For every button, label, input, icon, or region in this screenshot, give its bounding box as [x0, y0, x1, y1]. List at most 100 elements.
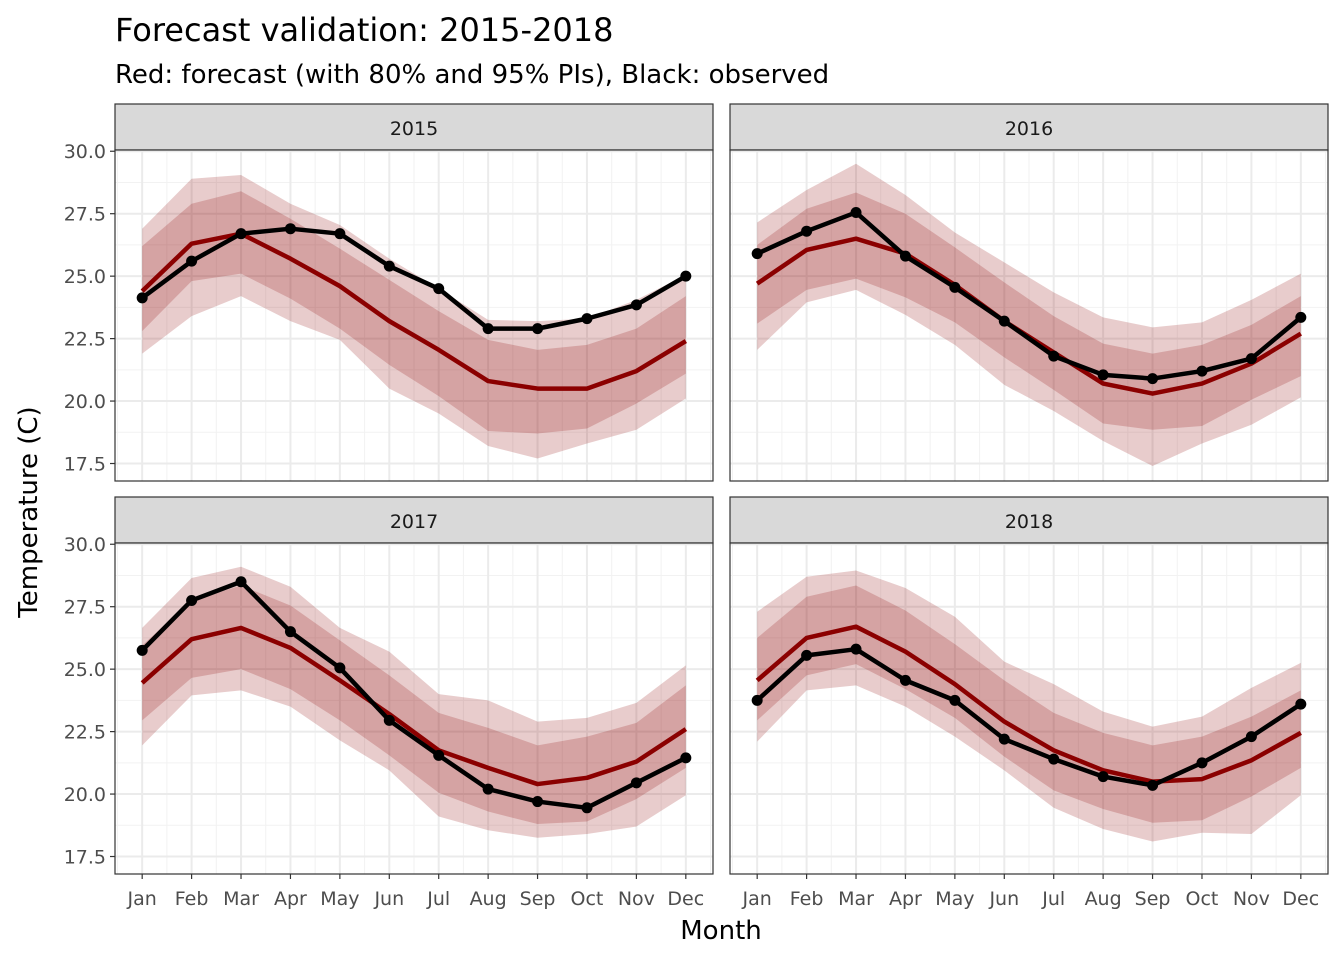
forecast-line	[755, 624, 1302, 784]
x-tick-label: Jul	[426, 888, 450, 910]
observed-point	[334, 662, 346, 674]
y-tick-label: 25.0	[64, 266, 106, 288]
x-tick-label: Nov	[1233, 888, 1270, 910]
observed-point	[532, 323, 544, 335]
x-tick-label: Jun	[988, 888, 1019, 910]
observed-point	[850, 643, 862, 655]
y-tick-label: 17.5	[64, 847, 106, 869]
x-tick-label: Apr	[274, 888, 307, 910]
x-tick-label: Oct	[571, 888, 604, 910]
observed-point	[1196, 365, 1208, 377]
observed-point	[949, 694, 961, 706]
panel-border	[729, 542, 1329, 875]
observed-point	[801, 649, 813, 661]
observed-point	[1147, 779, 1159, 791]
x-tick-label: Mar	[223, 888, 259, 910]
observed-point	[532, 796, 544, 808]
panel-border	[729, 149, 1329, 482]
observed-point	[433, 283, 445, 295]
chart-title: Forecast validation: 2015-2018	[115, 11, 614, 49]
observed-point	[1147, 373, 1159, 385]
facet-strip-label: 2017	[390, 511, 438, 533]
y-tick-label: 17.5	[64, 454, 106, 476]
x-axis-label: Month	[680, 916, 762, 946]
y-axis-label: Temperature (C)	[14, 406, 44, 618]
x-tick-label: May	[935, 888, 974, 910]
observed-point	[482, 323, 494, 335]
observed-point	[630, 299, 642, 311]
facet-2018: 2018 Jan Feb Mar Apr May Jun Jul Aug Sep Oct Nov Dec	[729, 496, 1329, 910]
observed-point	[751, 248, 763, 260]
x-tick-label: May	[320, 888, 359, 910]
observed-point	[581, 802, 593, 814]
observed-line	[755, 646, 1303, 788]
x-tick-label: Jan	[742, 888, 772, 910]
observed-point	[1196, 757, 1208, 769]
observed-point	[1097, 771, 1109, 783]
observed-point	[1295, 698, 1307, 710]
observed-point	[482, 783, 494, 795]
x-tick-label: Sep	[520, 888, 556, 910]
x-tick-label: Dec	[667, 888, 704, 910]
observed-line	[140, 226, 687, 331]
facet-strip-label: 2018	[1005, 511, 1053, 533]
y-tick-label: 30.0	[64, 141, 106, 163]
observed-point	[1295, 311, 1307, 323]
observed-point	[186, 594, 198, 606]
observed-line	[140, 579, 687, 811]
x-tick-label: Aug	[470, 888, 507, 910]
observed-point	[1245, 353, 1257, 365]
observed-point	[235, 228, 247, 240]
observed-point	[680, 752, 692, 764]
observed-point	[136, 644, 148, 656]
y-tick-label: 20.0	[64, 784, 106, 806]
observed-point	[383, 714, 395, 726]
facet-2017: 2017 17.5 20.0 22.5 25.0 27.5 30.0 Jan Feb Mar Apr…	[64, 496, 714, 910]
pi95-band	[757, 570, 1301, 842]
observed-point	[680, 270, 692, 282]
facet-strip	[729, 496, 1329, 544]
forecast-line	[140, 231, 687, 391]
observed-point	[433, 749, 445, 761]
observed-line	[756, 210, 1303, 381]
x-tick-label: Jan	[127, 888, 157, 910]
observed-point	[899, 250, 911, 262]
y-tick-label: 30.0	[64, 534, 106, 556]
y-tick-label: 22.5	[64, 329, 106, 351]
x-tick-label: Feb	[175, 888, 209, 910]
facet-strip-label: 2015	[390, 118, 438, 140]
facet-strip-label: 2016	[1005, 118, 1053, 140]
observed-point	[850, 206, 862, 218]
x-tick-label: Sep	[1135, 888, 1171, 910]
observed-point	[581, 313, 593, 325]
facet-strip	[729, 103, 1329, 151]
y-tick-label: 27.5	[64, 204, 106, 226]
y-tick-label: 20.0	[64, 391, 106, 413]
y-tick-label: 22.5	[64, 722, 106, 744]
y-tick-label: 27.5	[64, 597, 106, 619]
x-tick-label: Mar	[838, 888, 874, 910]
observed-point	[136, 292, 148, 304]
forecast-line	[140, 625, 688, 787]
observed-point	[751, 694, 763, 706]
observed-point	[899, 674, 911, 686]
chart-subtitle: Red: forecast (with 80% and 95% PIs), Bl…	[115, 60, 829, 90]
observed-point	[1097, 369, 1109, 381]
x-tick-label: Jun	[373, 888, 404, 910]
x-tick-label: Dec	[1282, 888, 1319, 910]
observed-point	[1048, 753, 1060, 765]
observed-point	[1245, 731, 1257, 743]
panel-border	[114, 542, 714, 875]
observed-point	[284, 626, 296, 638]
x-tick-label: Feb	[790, 888, 824, 910]
observed-point	[801, 225, 813, 237]
observed-point	[186, 255, 198, 267]
observed-point	[949, 281, 961, 293]
observed-point	[235, 576, 247, 588]
facet-2015: 2015 17.5 20.0 22.5 25.0 27.5 30.0	[64, 103, 714, 482]
observed-point	[334, 228, 346, 240]
facet-2016: 2016	[729, 103, 1329, 482]
observed-point	[1048, 350, 1060, 362]
x-tick-label: Aug	[1085, 888, 1122, 910]
observed-point	[998, 733, 1010, 745]
